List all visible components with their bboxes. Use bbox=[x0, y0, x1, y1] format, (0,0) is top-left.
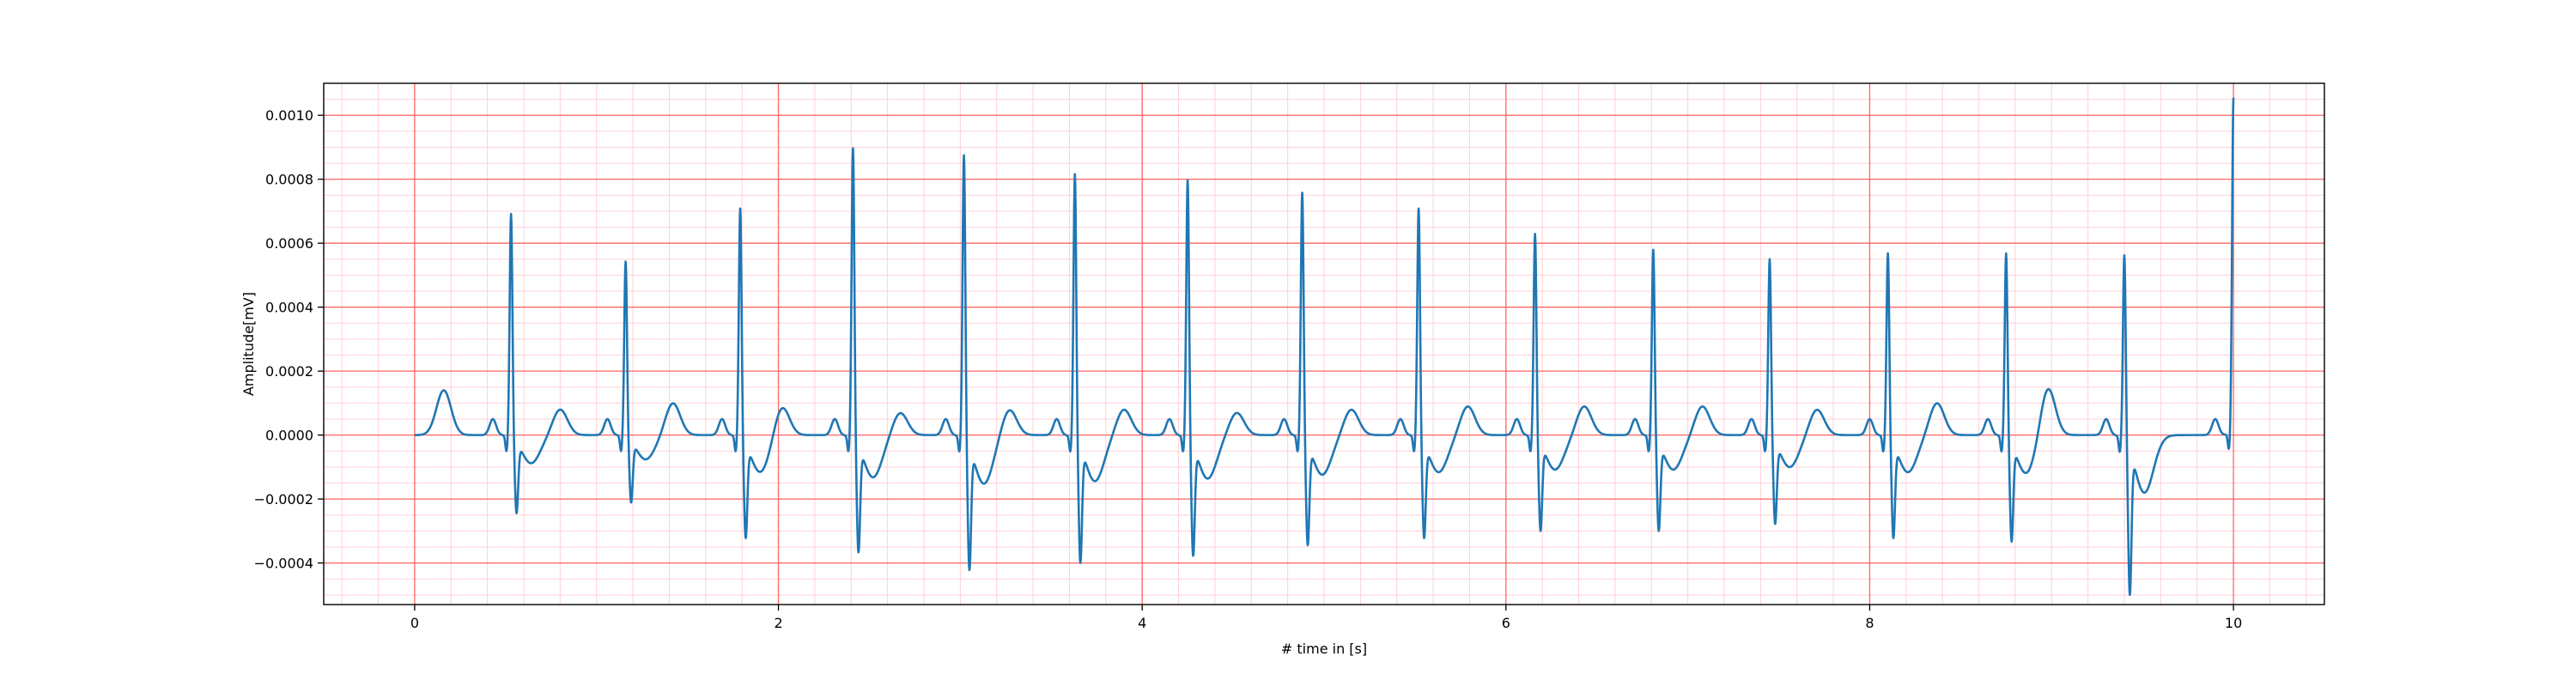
y-tick-label: 0.0002 bbox=[265, 363, 313, 380]
x-tick-label: 2 bbox=[774, 615, 782, 631]
y-axis-label: Amplitude[mV] bbox=[240, 292, 257, 396]
major-grid bbox=[324, 83, 2324, 605]
x-tick-label: 10 bbox=[2225, 615, 2242, 631]
y-tick-label: 0.0008 bbox=[265, 172, 313, 188]
plot-frame bbox=[323, 82, 2325, 605]
y-tick-label: 0.0000 bbox=[265, 428, 313, 444]
x-tick-label: 6 bbox=[1502, 615, 1510, 631]
ecg-signal-line bbox=[414, 97, 2235, 597]
y-tick-label: 0.0004 bbox=[265, 300, 313, 316]
y-tick-label: −0.0002 bbox=[254, 491, 313, 508]
y-tick-label: 0.0006 bbox=[265, 235, 313, 252]
x-axis: 0 2 4 6 8 10 bbox=[410, 605, 2242, 631]
x-tick-label: 4 bbox=[1138, 615, 1146, 631]
y-tick-label: −0.0004 bbox=[254, 556, 313, 572]
x-tick-label: 8 bbox=[1865, 615, 1874, 631]
x-tick-label: 0 bbox=[410, 615, 419, 631]
y-axis: −0.0004 −0.0002 0.0000 0.0002 0.0004 0.0006 0.… bbox=[254, 107, 324, 572]
x-axis-label: # time in [s] bbox=[1281, 641, 1367, 657]
y-tick-label: 0.0010 bbox=[265, 107, 313, 124]
